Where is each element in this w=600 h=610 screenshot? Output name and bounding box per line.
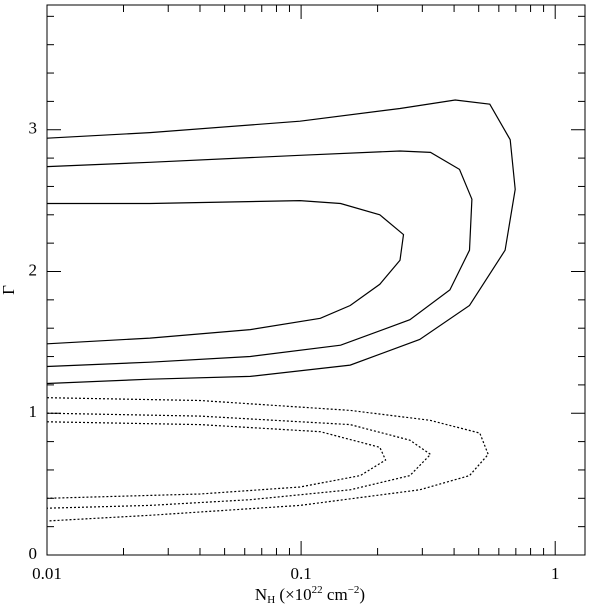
x-tick-label: 0.1 (290, 564, 311, 583)
x-axis-label: NH (×1022 cm−2) (255, 584, 365, 606)
y-tick-label: 2 (29, 260, 38, 279)
x-label-part: N (255, 585, 267, 604)
x-label-part: cm (323, 585, 348, 604)
x-label-sup: 22 (312, 584, 323, 596)
contour-line (46, 421, 387, 499)
y-tick-label: 1 (29, 402, 38, 421)
y-tick-label: 3 (29, 119, 38, 138)
contour-line (46, 150, 473, 368)
y-axis-label: Γ (0, 285, 18, 295)
x-tick-label: 1 (551, 564, 560, 583)
x-label-sup: −2 (348, 584, 360, 596)
x-label-part: (×10 (275, 585, 312, 604)
contour-line (46, 99, 516, 385)
y-tick-label: 0 (29, 544, 38, 563)
plot-frame (46, 4, 586, 556)
x-label-part: ) (359, 585, 365, 604)
x-label-sub: H (267, 594, 275, 606)
x-tick-label: 0.01 (32, 564, 62, 583)
contour-line (46, 397, 489, 522)
contour-line (46, 199, 405, 345)
contour-line (46, 412, 432, 509)
